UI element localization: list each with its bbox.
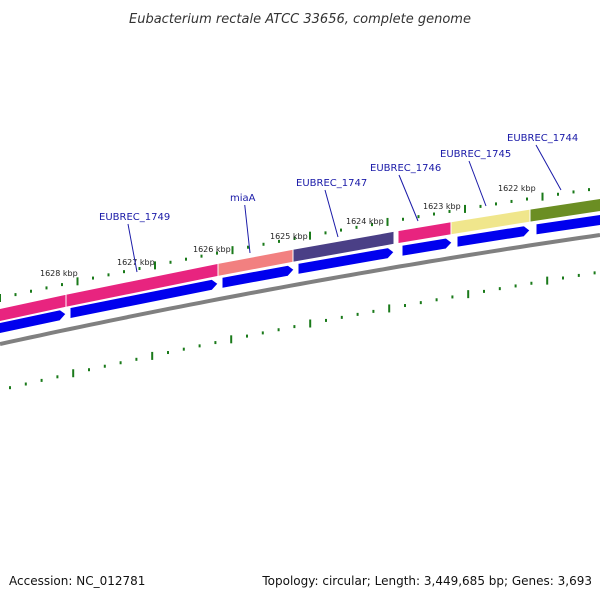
genome-backbone [0, 233, 600, 346]
gene-color-band [0, 198, 600, 323]
leader-line [324, 189, 339, 238]
kbp-label: 1625 kbp [270, 232, 308, 241]
topology-text: Topology: circular; Length: 3,449,685 bp… [262, 574, 592, 588]
inner-tick-ring [9, 271, 596, 390]
kbp-label: 1626 kbp [193, 245, 231, 254]
gene-labels: EUBREC_1749 miaA EUBREC_1747 EUBREC_1746… [99, 133, 578, 223]
gene-label[interactable]: EUBREC_1745 [440, 149, 511, 160]
gene-arrow [69, 278, 219, 320]
gene-label[interactable]: EUBREC_1744 [507, 133, 578, 144]
leader-line [244, 204, 251, 254]
kbp-scale-labels: 1628 kbp 1627 kbp 1626 kbp 1625 kbp 1624… [40, 184, 536, 278]
gene-label[interactable]: EUBREC_1749 [99, 212, 170, 223]
gene-arrow [221, 264, 295, 290]
gene-arrow [0, 309, 67, 335]
gene-label[interactable]: miaA [230, 193, 256, 204]
kbp-label: 1624 kbp [346, 217, 384, 226]
leader-line [398, 174, 419, 222]
kbp-label: 1627 kbp [117, 258, 155, 267]
gene-arrow [456, 225, 531, 248]
gene-arrow [401, 237, 453, 257]
accession-text: Accession: NC_012781 [9, 574, 146, 588]
leader-line [468, 160, 487, 207]
forward-strand-arrows [0, 213, 600, 335]
kbp-label: 1628 kbp [40, 269, 78, 278]
gene-segment [292, 230, 395, 263]
map-title: Eubacterium rectale ATCC 33656, complete… [129, 12, 471, 27]
leader-line [127, 223, 138, 273]
outer-tick-ring [0, 188, 590, 302]
kbp-label: 1622 kbp [498, 184, 536, 193]
gene-label[interactable]: EUBREC_1747 [296, 178, 367, 189]
gene-arrow [297, 247, 395, 275]
gene-label-leaders [127, 144, 562, 273]
leader-line [535, 144, 562, 191]
backbone-line [0, 233, 600, 346]
gene-label[interactable]: EUBREC_1746 [370, 163, 441, 174]
gene-segment [529, 198, 600, 223]
kbp-label: 1623 kbp [423, 202, 461, 211]
gene-arrow [535, 213, 600, 236]
